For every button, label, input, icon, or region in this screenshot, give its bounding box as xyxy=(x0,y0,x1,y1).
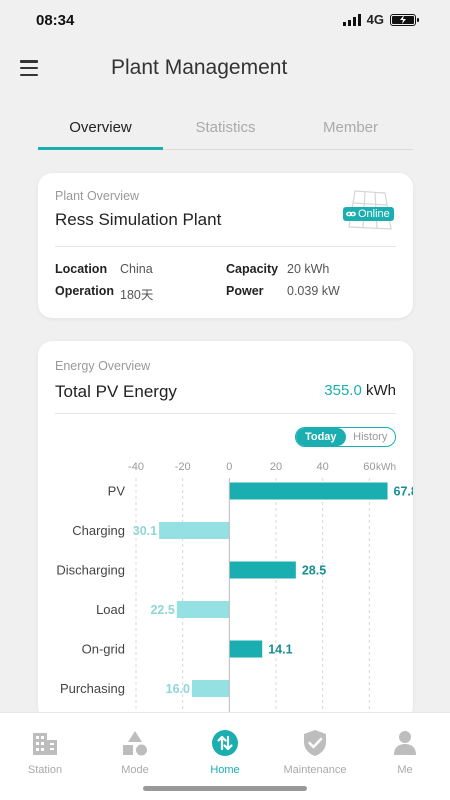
operation-label: Operation xyxy=(55,284,115,298)
nav-home[interactable]: Home xyxy=(180,713,270,800)
category-label: On-grid xyxy=(82,642,125,657)
toggle-today[interactable]: Today xyxy=(296,428,346,446)
status-bar: 08:34 4G xyxy=(0,0,450,40)
nav-mode-label: Mode xyxy=(121,764,149,776)
status-time: 08:34 xyxy=(36,12,75,29)
bar-charging xyxy=(159,522,230,539)
nav-station[interactable]: Station xyxy=(0,713,90,800)
bottom-nav: Station Mode Home Maintenance Me xyxy=(0,712,450,800)
operation-value: 180天 xyxy=(120,288,154,302)
nav-mode[interactable]: Mode xyxy=(90,713,180,800)
bar-discharging xyxy=(229,561,296,579)
capacity-value: 20 kWh xyxy=(287,262,330,276)
plant-status-badge: Online xyxy=(343,187,395,235)
nav-me[interactable]: Me xyxy=(360,713,450,800)
home-indicator xyxy=(143,786,307,791)
nav-me-label: Me xyxy=(397,764,413,776)
period-toggle: Today History xyxy=(295,427,396,447)
bar-pv xyxy=(229,482,388,500)
page-title: Plant Management xyxy=(111,56,288,79)
energy-overview-label: Energy Overview xyxy=(55,359,151,373)
category-label: Charging xyxy=(72,523,125,538)
me-person-icon xyxy=(391,729,419,757)
nav-station-label: Station xyxy=(27,764,63,776)
status-indicators: 4G xyxy=(342,12,419,27)
app-header: Plant Management xyxy=(0,48,450,88)
station-building-icon xyxy=(31,729,59,757)
bar-purchasing xyxy=(192,680,230,697)
data-label: 22.5 xyxy=(150,603,174,617)
menu-icon[interactable] xyxy=(20,60,38,76)
data-label: 14.1 xyxy=(268,643,292,657)
plant-name: Ress Simulation Plant xyxy=(55,210,222,229)
bar-on-grid xyxy=(229,640,263,658)
plant-overview-card[interactable]: Plant Overview Ress Simulation Plant Onl… xyxy=(38,173,413,318)
tab-overview[interactable]: Overview xyxy=(38,108,163,150)
nav-home-label: Home xyxy=(210,764,240,776)
data-label: 16.0 xyxy=(166,682,190,696)
plant-overview-label: Plant Overview xyxy=(55,189,140,203)
bar-load xyxy=(176,601,230,618)
mode-shapes-icon xyxy=(121,729,149,757)
location-value: China xyxy=(120,262,153,276)
total-pv-energy: 355.0 kWh xyxy=(324,382,396,399)
x-tick-label: -20 xyxy=(175,461,191,473)
category-label: Discharging xyxy=(56,563,125,578)
data-label: 30.1 xyxy=(133,524,157,538)
link-icon xyxy=(346,211,356,217)
category-label: Purchasing xyxy=(60,681,125,696)
energy-card-divider xyxy=(55,413,396,414)
online-status-badge: Online xyxy=(343,207,394,221)
energy-title: Total PV Energy xyxy=(55,382,177,401)
total-pv-energy-unit: kWh xyxy=(366,382,396,399)
data-label: 28.5 xyxy=(302,564,326,578)
data-label: 67.8 xyxy=(394,485,413,499)
location-label: Location xyxy=(55,262,108,276)
category-label: PV xyxy=(108,484,126,499)
online-status-text: Online xyxy=(358,208,390,220)
network-type: 4G xyxy=(366,12,384,27)
x-tick-label: 40 xyxy=(317,461,329,473)
total-pv-energy-value: 355.0 xyxy=(324,382,362,399)
plant-card-divider xyxy=(55,246,396,247)
x-tick-label: 0 xyxy=(226,461,232,473)
nav-maintenance[interactable]: Maintenance xyxy=(270,713,360,800)
home-swap-icon xyxy=(211,729,239,757)
x-tick-label: 20 xyxy=(270,461,282,473)
x-tick-label: -40 xyxy=(128,461,144,473)
x-axis-unit: kWh xyxy=(376,462,396,473)
maintenance-shield-icon xyxy=(301,729,329,757)
tab-statistics[interactable]: Statistics xyxy=(195,119,256,136)
battery-icon xyxy=(390,13,419,26)
signal-icon xyxy=(342,13,361,26)
category-label: Load xyxy=(96,602,125,617)
power-label: Power xyxy=(226,284,264,298)
energy-overview-card: Energy Overview Total PV Energy 355.0 kW… xyxy=(38,341,413,721)
tab-bar: Overview Statistics Member xyxy=(38,108,413,150)
tab-member[interactable]: Member xyxy=(322,119,378,136)
x-tick-label: 60 xyxy=(363,461,375,473)
capacity-label: Capacity xyxy=(226,262,279,276)
power-value: 0.039 kW xyxy=(287,284,340,298)
nav-maintenance-label: Maintenance xyxy=(283,764,347,776)
toggle-history[interactable]: History xyxy=(353,431,388,443)
